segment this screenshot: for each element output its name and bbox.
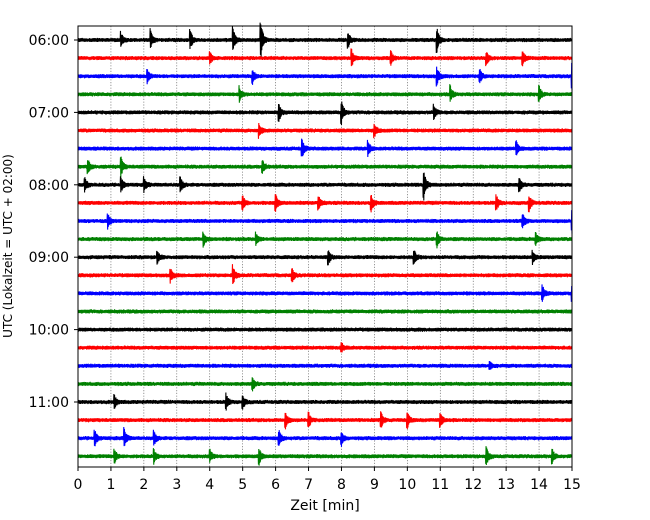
trace-0630: [77, 62, 573, 91]
y-tick-label: 09:00: [29, 250, 69, 266]
trace-0845: [77, 231, 573, 249]
x-tick-label: 15: [563, 477, 581, 493]
y-tick-label: 07:00: [29, 105, 69, 121]
trace-1145: [77, 446, 573, 466]
y-axis-label: UTC (Lokalzeit = UTC + 02:00): [1, 154, 15, 338]
trace-1015: [77, 342, 573, 353]
x-tick-label: 4: [205, 477, 214, 493]
trace-0645: [77, 84, 573, 103]
trace-1030: [77, 361, 573, 370]
x-tick-label: 8: [337, 477, 346, 493]
trace-0700: [77, 101, 573, 126]
trace-0930: [77, 284, 573, 302]
y-tick-label: 08:00: [29, 178, 69, 194]
y-tick-label: 06:00: [29, 33, 69, 49]
trace-0745: [77, 156, 573, 179]
x-tick-label: 0: [74, 477, 83, 493]
x-tick-label: 12: [464, 477, 482, 493]
y-axis-ticks: 06:00 07:00 08:00 09:00 10:00 11:00: [29, 33, 78, 411]
x-tick-label: 14: [530, 477, 548, 493]
vertical-gridlines: [110, 26, 540, 467]
y-tick-label: 11:00: [29, 395, 69, 411]
trace-0615: [77, 48, 573, 67]
trace-0730: [77, 138, 573, 157]
trace-0715: [77, 123, 573, 139]
y-tick-label: 10:00: [29, 323, 69, 339]
x-tick-label: 3: [172, 477, 181, 493]
trace-0900: [77, 249, 573, 266]
x-tick-label: 13: [497, 477, 515, 493]
x-tick-label: 5: [238, 477, 247, 493]
x-tick-label: 11: [431, 477, 449, 493]
trace-1100: [77, 392, 573, 411]
trace-0815: [77, 194, 573, 213]
trace-0945: [77, 309, 573, 314]
trace-0800: [77, 172, 573, 201]
trace-1045: [77, 377, 573, 392]
trace-0915: [77, 264, 573, 285]
x-axis-label: Zeit [min]: [290, 498, 359, 514]
x-tick-label: 2: [139, 477, 148, 493]
x-tick-label: 6: [271, 477, 280, 493]
trace-1130: [77, 427, 573, 447]
x-tick-label: 9: [370, 477, 379, 493]
trace-0830: [77, 210, 573, 234]
trace-1115: [77, 411, 573, 430]
x-tick-label: 1: [106, 477, 115, 493]
x-axis-ticks: 0 1 2 3 4 5 6 7 8 9 10 11 12 13 14 15: [74, 467, 581, 493]
x-tick-label: 7: [304, 477, 313, 493]
x-tick-label: 10: [398, 477, 416, 493]
trace-1000: [77, 327, 573, 332]
seismogram-traces: [77, 22, 573, 466]
trace-0600: [77, 22, 573, 57]
plot-area-frame: [77, 25, 573, 468]
